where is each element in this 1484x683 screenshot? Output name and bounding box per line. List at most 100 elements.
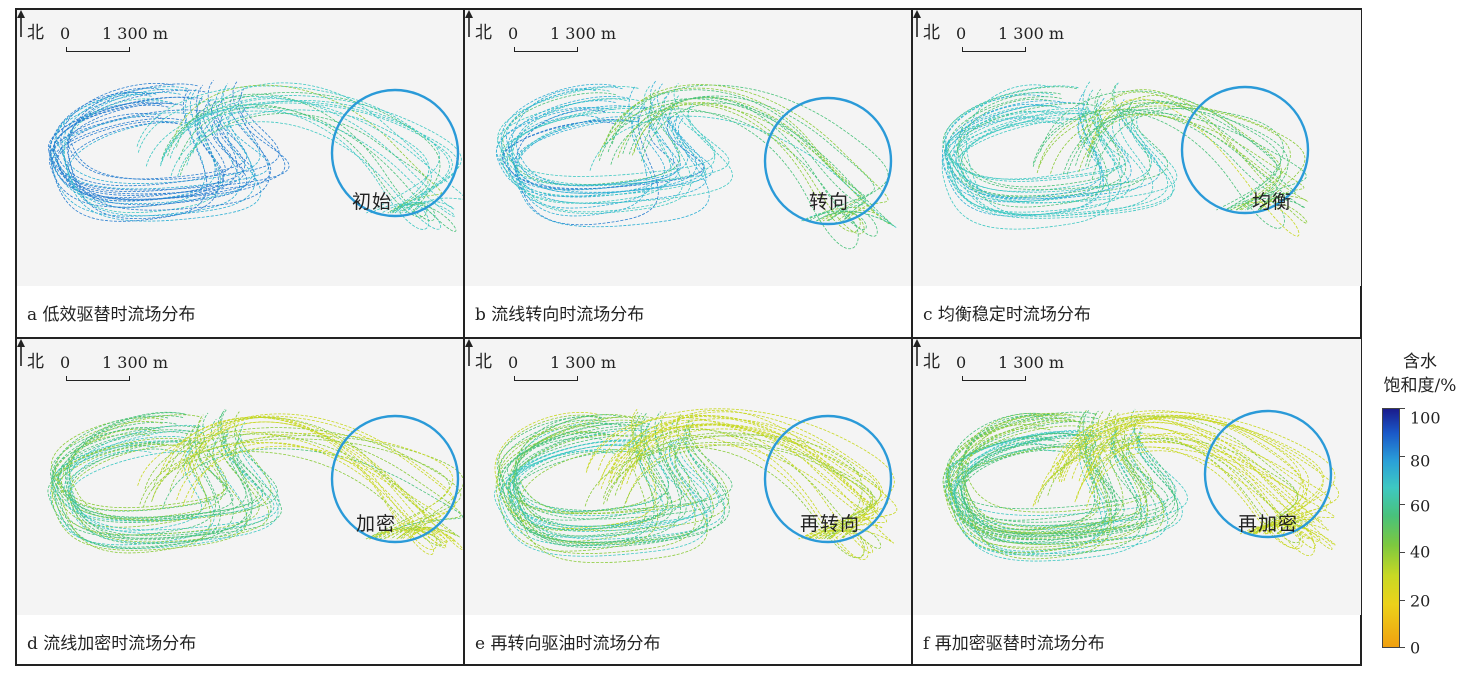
colorbar-tick [1400, 456, 1405, 457]
streamline [1074, 446, 1301, 548]
north-label: 北 [475, 23, 492, 43]
streamline [192, 98, 455, 214]
streamline [1050, 113, 1305, 211]
streamline [507, 425, 725, 546]
streamline [945, 430, 1153, 510]
streamline [69, 86, 280, 180]
streamline [187, 416, 463, 550]
streamline [1040, 433, 1323, 535]
colorbar-tick-label: 40 [1410, 542, 1431, 562]
streamline [1077, 89, 1277, 211]
streamline [641, 102, 866, 222]
scale-bar-zero: 0 [508, 353, 519, 372]
streamline [1032, 109, 1285, 229]
legend-title-line2: 饱和度/% [1383, 376, 1457, 396]
streamline [60, 425, 212, 554]
stage-label-d: 加密 [356, 513, 397, 535]
streamline [517, 117, 713, 193]
streamline-plot-d: 北 0 1 300 m 加密 [17, 339, 465, 615]
streamline [598, 102, 891, 225]
north-label: 北 [923, 23, 940, 43]
north-arrow-icon [17, 10, 25, 37]
streamline [61, 91, 206, 208]
streamline [610, 424, 874, 540]
streamline [57, 424, 221, 549]
north-arrow-icon [465, 339, 473, 366]
streamline [512, 95, 692, 214]
streamline [958, 410, 1117, 544]
streamline [1056, 415, 1307, 535]
highlight-circle [763, 414, 893, 544]
streamline [1032, 446, 1335, 535]
streamline [68, 422, 280, 534]
streamline [941, 107, 1111, 230]
streamline [50, 434, 260, 536]
streamline [50, 97, 241, 217]
streamline [621, 424, 866, 540]
streamline [51, 414, 227, 511]
streamline [960, 435, 1107, 552]
stage-label-e: 再转向 [800, 513, 861, 535]
streamline [609, 419, 895, 544]
streamline [961, 447, 1125, 535]
streamline [495, 104, 666, 197]
streamline [630, 411, 883, 540]
streamline [506, 436, 720, 527]
streamline [66, 80, 270, 211]
streamline [949, 107, 1176, 217]
streamline [965, 417, 1154, 513]
streamline [945, 89, 1115, 192]
streamline [589, 115, 897, 228]
streamline [56, 113, 224, 202]
streamline [511, 103, 730, 186]
colorbar-tick [1400, 408, 1405, 409]
streamline [51, 115, 256, 200]
scale-bar-zero: 0 [60, 24, 71, 43]
streamline [1086, 450, 1321, 542]
streamline [49, 110, 224, 208]
stage-label-c: 均衡 [1252, 191, 1293, 213]
streamline [68, 447, 202, 532]
streamline [512, 431, 687, 537]
streamline [623, 444, 877, 540]
streamline [501, 104, 733, 204]
streamline [625, 444, 884, 540]
panel-a: 北 0 1 300 m 初始 a 低效驱替时流场分布 [17, 10, 465, 339]
streamline [160, 100, 459, 214]
streamline [51, 412, 234, 548]
streamline [961, 410, 1098, 530]
streamline [946, 408, 1176, 526]
scale-bar [514, 47, 578, 52]
scale-bar-length: 1 300 m [998, 353, 1065, 372]
panel-e: 北 0 1 300 m 再转向 e 再转向驱油时流场分布 [465, 339, 913, 668]
streamline [69, 411, 272, 522]
colorbar-tick [1400, 552, 1405, 553]
streamline [1088, 421, 1336, 546]
streamline [610, 111, 878, 237]
scale-bar-length: 1 300 m [102, 353, 169, 372]
figure-grid: 北 0 1 300 m 初始 a 低效驱替时流场分布 北 0 1 300 m 转… [15, 8, 1362, 666]
streamline [502, 419, 730, 543]
streamline [178, 106, 457, 232]
streamline [50, 89, 253, 205]
streamline [584, 442, 874, 540]
streamline [958, 88, 1121, 188]
caption-c: c 均衡稳定时流场分布 [923, 305, 1091, 325]
streamline [51, 425, 216, 536]
streamline [1036, 105, 1291, 211]
streamline [501, 116, 704, 189]
streamline [511, 431, 727, 520]
streamline [509, 420, 705, 548]
north-arrow-icon [913, 10, 921, 37]
highlight-circle [330, 414, 460, 544]
streamline [52, 109, 270, 190]
streamline [626, 424, 877, 540]
streamlines-a [48, 80, 465, 232]
streamline [151, 435, 464, 540]
colorbar-tick [1400, 504, 1405, 505]
scale-bar [66, 47, 130, 52]
streamline [953, 440, 1169, 523]
streamline [944, 82, 1152, 193]
caption-b: b 流线转向时流场分布 [475, 305, 645, 325]
streamline [1032, 109, 1286, 211]
